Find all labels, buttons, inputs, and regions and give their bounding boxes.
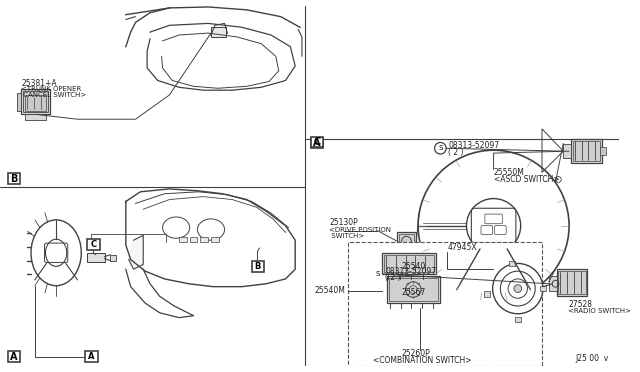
Text: A: A xyxy=(88,352,95,361)
Bar xyxy=(25,114,47,120)
Bar xyxy=(389,278,438,301)
Bar xyxy=(211,237,219,242)
Bar xyxy=(382,253,436,274)
Text: <COMBINATION SWITCH>: <COMBINATION SWITCH> xyxy=(372,356,471,365)
Text: C: C xyxy=(90,240,97,249)
Text: 27528: 27528 xyxy=(568,299,592,309)
Text: 25540M: 25540M xyxy=(314,286,346,295)
Bar xyxy=(85,352,98,362)
Text: 25567: 25567 xyxy=(402,288,426,297)
Bar xyxy=(573,141,600,161)
Text: A: A xyxy=(313,138,321,148)
Bar xyxy=(23,91,49,112)
Text: C: C xyxy=(314,137,321,147)
Bar xyxy=(348,242,542,366)
Text: <ASCD SWITCH>: <ASCD SWITCH> xyxy=(493,175,559,184)
Bar xyxy=(211,27,227,37)
Bar xyxy=(384,255,433,272)
Text: 25540: 25540 xyxy=(402,262,426,271)
Bar xyxy=(110,255,116,260)
Text: 08313-52097: 08313-52097 xyxy=(385,267,436,276)
Text: ( 2 ): ( 2 ) xyxy=(448,148,463,157)
Bar xyxy=(8,173,20,184)
Bar xyxy=(25,95,47,110)
Bar xyxy=(559,271,586,294)
Bar xyxy=(399,234,414,248)
Bar xyxy=(8,352,20,362)
Text: <DRIVE POSITION: <DRIVE POSITION xyxy=(329,227,391,232)
Text: 25130P: 25130P xyxy=(329,218,358,227)
Bar xyxy=(404,250,410,255)
Text: 25550M: 25550M xyxy=(493,168,524,177)
Text: CANCEL SWITCH>: CANCEL SWITCH> xyxy=(21,92,86,98)
Bar xyxy=(387,276,440,303)
Text: ( 2 ): ( 2 ) xyxy=(385,273,401,282)
Bar xyxy=(397,232,416,250)
Bar xyxy=(540,286,546,292)
Bar xyxy=(509,260,515,266)
Bar xyxy=(21,89,51,114)
Bar xyxy=(17,93,21,110)
Text: SWITCH>: SWITCH> xyxy=(329,233,364,239)
Bar xyxy=(87,253,104,263)
Polygon shape xyxy=(129,235,143,269)
Bar xyxy=(563,144,571,158)
Text: 25260P: 25260P xyxy=(402,349,430,358)
Bar xyxy=(557,269,588,296)
Text: S: S xyxy=(438,145,442,151)
Text: 08313-52097: 08313-52097 xyxy=(448,141,499,150)
Text: 47945X: 47945X xyxy=(447,243,477,253)
Bar xyxy=(515,317,521,323)
Text: S: S xyxy=(375,271,380,277)
Text: <TRUNK OPENER: <TRUNK OPENER xyxy=(21,86,81,92)
Text: A: A xyxy=(10,352,18,362)
Text: B: B xyxy=(255,262,261,271)
Bar xyxy=(571,139,602,163)
Bar xyxy=(189,237,197,242)
Bar xyxy=(200,237,208,242)
Text: 25381+A: 25381+A xyxy=(21,79,57,88)
Text: J25 00  v: J25 00 v xyxy=(576,354,609,363)
Bar xyxy=(548,276,557,291)
Text: <RADIO SWITCH>: <RADIO SWITCH> xyxy=(568,308,631,314)
Text: B: B xyxy=(10,174,18,184)
Bar xyxy=(179,237,187,242)
Circle shape xyxy=(514,285,522,292)
Bar xyxy=(484,292,490,297)
Bar xyxy=(600,147,606,155)
Bar xyxy=(310,137,323,147)
Bar xyxy=(310,138,323,148)
Bar xyxy=(87,239,100,250)
Bar xyxy=(252,262,264,272)
